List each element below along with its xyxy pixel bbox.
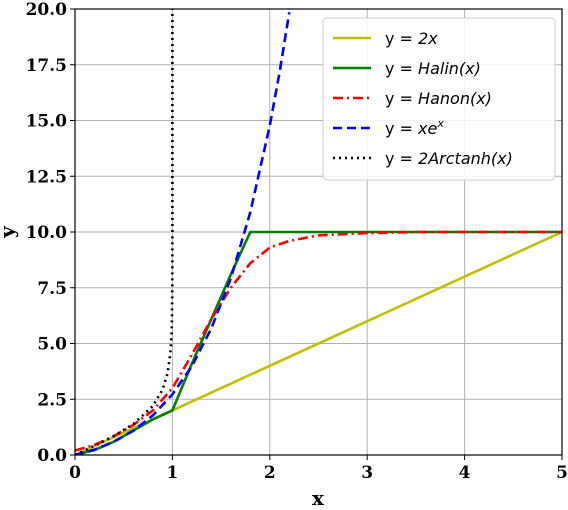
x-tick-label: 3 [361,463,373,483]
y-tick-label: 12.5 [26,167,67,187]
legend-prefix: y = [385,59,418,78]
y-tick-label: 7.5 [37,279,67,299]
x-tick-label: 4 [459,463,471,483]
y-tick-label: 10.0 [26,223,68,243]
y-tick-label: 15.0 [26,112,68,132]
legend-expression: 2x [418,29,438,48]
legend-label: y = xex [385,117,444,138]
legend-box [322,17,556,181]
legend-prefix: y = [385,89,418,108]
axis-ticks: 0 1 2 3 4 5 0.0 2.5 5.0 7.5 10.0 12.5 15.0 17.5 20.0 [26,0,568,483]
legend-label: y = 2Arctanh(x) [385,149,513,168]
legend-expression: Halin(x) [418,59,481,78]
x-tick-label: 5 [556,463,568,483]
series-layer [75,9,562,455]
y-tick-label: 17.5 [26,56,67,76]
legend-label: y = Hanon(x) [385,89,492,108]
y-tick-label: 5.0 [37,335,67,355]
series-line-4 [75,234,174,455]
y-tick-label: 0.0 [37,446,67,466]
x-tick-label: 1 [166,463,178,483]
legend-expression: Hanon(x) [418,89,492,108]
y-tick-label: 2.5 [37,390,67,410]
legend-expression: 2Arctanh(x) [418,149,513,168]
legend-prefix: y = [385,119,418,138]
series-line-2 [75,230,562,452]
y-axis-label: y [0,225,19,239]
legend-superscript: x [436,117,444,130]
x-axis-label: x [312,486,325,510]
legend-prefix: y = [385,149,418,168]
legend-label: y = 2x [385,29,438,48]
x-tick-label: 0 [69,463,81,483]
legend-prefix: y = [385,29,418,48]
x-tick-label: 2 [264,463,276,483]
y-tick-label: 20.0 [26,0,68,20]
legend-label: y = Halin(x) [385,59,481,78]
legend-expression: xe [417,119,437,138]
